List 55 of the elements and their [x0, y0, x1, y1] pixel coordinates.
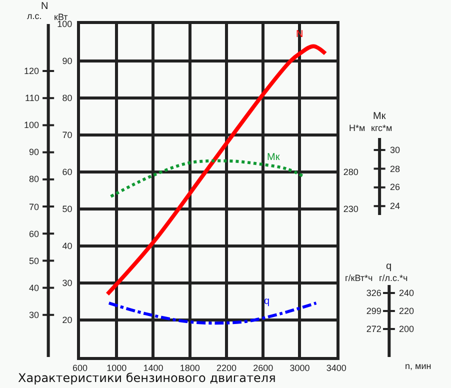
text: 120 — [24, 66, 40, 76]
x-tick-label: 2200 — [216, 362, 236, 373]
y-axis-title: кВт — [54, 12, 68, 22]
y3-tick-label: 326 — [366, 288, 382, 298]
x-tick-label: 1800 — [180, 362, 200, 373]
y2-axis-title: Н*м — [349, 123, 366, 133]
text: 28 — [390, 164, 400, 174]
text: 80 — [29, 174, 40, 184]
text: Характеристики бензинового двигателя — [18, 371, 276, 385]
y3-tick-label: 299 — [366, 306, 382, 316]
text: г/л.с.*ч — [379, 273, 408, 283]
text: 220 — [399, 306, 414, 316]
y-tick-label: 60 — [62, 167, 72, 178]
text: 24 — [390, 201, 400, 211]
text: N — [41, 1, 48, 12]
y-tick-label: 70 — [62, 130, 72, 140]
text: 90 — [29, 147, 40, 157]
series-label: Mк — [267, 152, 280, 163]
text: л.с. — [27, 11, 42, 21]
y-tick-label: 80 — [62, 93, 72, 104]
text: 110 — [25, 93, 40, 103]
text: Mк — [373, 111, 386, 122]
x-tick-label: 3000 — [290, 362, 310, 373]
text: 70 — [29, 202, 40, 212]
x-tick-label: 3400 — [326, 362, 346, 373]
x-tick-label: 2600 — [253, 362, 274, 373]
text: 100 — [24, 120, 40, 130]
y-tick-label: 40 — [62, 241, 72, 252]
text: 40 — [29, 283, 40, 293]
series-label: q — [264, 296, 270, 307]
text: 200 — [399, 324, 414, 334]
y3-tick-label: 272 — [366, 324, 382, 334]
text: q — [386, 261, 392, 272]
x-axis-title: n, мин — [405, 361, 432, 371]
text: 50 — [29, 256, 40, 266]
line-series — [109, 159, 306, 198]
text: 60 — [29, 229, 40, 239]
text: 30 — [390, 145, 400, 155]
x-tick-label: 1400 — [143, 362, 164, 373]
line-series — [105, 44, 328, 296]
text: 26 — [390, 182, 400, 192]
y-tick-label: 90 — [62, 56, 72, 66]
y-tick-label: 100 — [57, 19, 72, 30]
text: 30 — [29, 310, 40, 320]
series-label: N — [296, 29, 304, 40]
x-tick-label: 600 — [72, 362, 88, 373]
y-tick-label: 30 — [62, 278, 72, 288]
y3-axis-title: г/кВт*ч — [345, 273, 374, 283]
text: 240 — [399, 288, 414, 298]
y-tick-label: 50 — [62, 204, 72, 214]
y2-tick-label: 280 — [343, 167, 358, 178]
x-tick-label: 1000 — [106, 362, 127, 373]
y-tick-label: 20 — [62, 315, 72, 326]
text: кгс*м — [371, 123, 392, 133]
y2-tick-label: 230 — [343, 204, 358, 214]
